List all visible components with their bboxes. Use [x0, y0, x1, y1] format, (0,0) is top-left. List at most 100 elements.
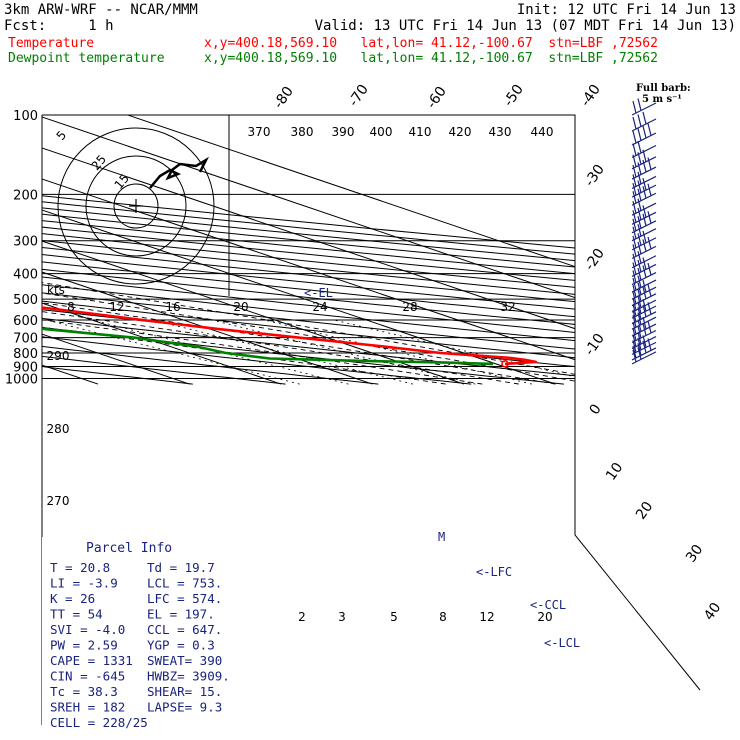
theta-label: 380: [291, 125, 314, 139]
wind-barb-flag: [637, 312, 642, 325]
wind-barb-flag: [637, 224, 642, 237]
wind-barb-flag: [642, 304, 647, 317]
parcel-info-right: LAPSE= 9.3: [147, 700, 222, 715]
wind-barb-flag: [637, 241, 642, 255]
plot-frame: [42, 114, 701, 691]
parcel-info-left: Tc = 38.3: [50, 684, 118, 699]
surface-temperature-marker: [501, 360, 509, 368]
moist-adiabat-line: [42, 193, 519, 385]
wind-barb: [631, 123, 657, 146]
wind-barb-flag: [637, 162, 642, 175]
pressure-tick-label: 700: [13, 332, 38, 347]
wind-barb-flag: [637, 267, 642, 281]
wind-barb-flag: [637, 347, 642, 360]
wind-barb-flag: [632, 100, 637, 114]
temperature-legend: Temperature: [8, 36, 95, 51]
wind-barb-flag: [637, 275, 642, 288]
wind-barb-flag: [632, 291, 637, 304]
wind-barb-flag: [632, 143, 637, 156]
wind-barb-flag: [632, 334, 637, 347]
temperature-tick-label: 30: [683, 542, 706, 566]
wind-barb-flag: [637, 319, 642, 332]
wind-barb: [631, 338, 657, 361]
wind-barb-flag: [632, 270, 637, 283]
wind-barb-flag: [637, 152, 642, 165]
temperature-tick-label: 10: [603, 460, 626, 484]
wind-barb-flag: [637, 128, 642, 141]
moist-adiabat-line: [42, 193, 593, 385]
wind-barb: [631, 111, 657, 132]
parcel-info-right: SHEAR= 15.: [147, 684, 222, 699]
wind-barb-flag: [632, 349, 637, 363]
wind-barb: [631, 178, 657, 198]
wind-barb-flag: [642, 149, 647, 162]
temperature-tick-label: -50: [501, 82, 527, 110]
dewpoint-trace: [42, 115, 494, 366]
wind-barb-flag: [637, 180, 642, 193]
mixing-ratio-label: 32: [500, 300, 515, 314]
isotherm-line: [110, 115, 740, 385]
parcel-info-right: LCL = 753.: [147, 576, 222, 591]
wind-barb-flag: [642, 265, 647, 278]
wind-barb-flag: [642, 286, 647, 299]
pressure-tick-label: 100: [13, 109, 38, 124]
dry-adiabat-line: [42, 115, 740, 385]
moist-adiabat-line: [42, 193, 483, 385]
wind-barb-flag: [637, 198, 642, 211]
el-label: <-EL: [304, 286, 333, 300]
parcel-info-left: K = 26: [50, 591, 95, 606]
wind-barb-flag: [632, 321, 637, 335]
parcel-info-left: TT = 54: [50, 607, 103, 622]
wind-barb: [631, 236, 657, 259]
moist-adiabat-line: [42, 193, 629, 385]
dry-adiabat-line: [42, 115, 472, 385]
dry-adiabat-line: [42, 115, 740, 385]
isotherm-line: [42, 115, 648, 385]
theta-label: 400: [370, 125, 393, 139]
wind-barb-flag: [632, 164, 637, 178]
hodograph-ring: [57, 127, 215, 285]
wind-barb-flag: [637, 343, 642, 356]
wind-barb-flag: [642, 159, 647, 173]
parcel-info-left: SREH = 182: [50, 700, 125, 715]
theta-label: 420: [449, 125, 472, 139]
wind-barb-flag: [642, 186, 647, 199]
wind-barb: [631, 230, 657, 251]
parcel-info-left: T = 20.8: [50, 560, 110, 575]
dewpoint-legend: Dewpoint temperature: [8, 51, 165, 66]
wind-barb-flag: [632, 201, 637, 214]
isotherm-line: [42, 115, 740, 385]
dry-adiabat-line: [42, 115, 564, 385]
wind-barb-flag: [632, 226, 637, 239]
wind-barb-flag: [637, 171, 642, 185]
wind-barb: [631, 320, 657, 344]
pressure-tick-label: 800: [13, 347, 38, 362]
full-barb-units: 5 m s⁻¹: [642, 94, 682, 105]
wind-barb-flag: [647, 236, 652, 250]
wind-barb-flag: [632, 277, 637, 291]
wind-barb-flag: [632, 218, 637, 231]
mixing-ratio-label-lower: 5: [390, 610, 398, 624]
parcel-info-right: LFC = 574.: [147, 591, 222, 606]
wind-barb: [631, 257, 657, 278]
dry-adiabat-line: [42, 115, 657, 385]
wind-barb: [631, 316, 657, 337]
parcel-info-left: CIN = -645: [50, 669, 125, 684]
mixing-ratio-label-lower: 3: [338, 610, 346, 624]
mixing-ratio-label-lower: 8: [439, 610, 447, 624]
wind-barb-flag: [632, 130, 637, 144]
parcel-info-title: Parcel Info: [86, 541, 172, 556]
wind-barb-flag: [637, 251, 642, 264]
wind-barb: [631, 183, 657, 206]
wind-barb-flag: [632, 309, 637, 322]
isotherm-line: [42, 115, 739, 385]
mixing-ratio-label: 20: [233, 300, 248, 314]
wind-barb-flag: [642, 323, 647, 336]
wind-barb-flag: [637, 216, 642, 229]
parcel-info-left: LI = -3.9: [50, 576, 118, 591]
wind-barb: [631, 98, 657, 116]
theta-label: 370: [248, 125, 271, 139]
theta-label: 430: [489, 125, 512, 139]
diagram-grid: [42, 115, 740, 385]
